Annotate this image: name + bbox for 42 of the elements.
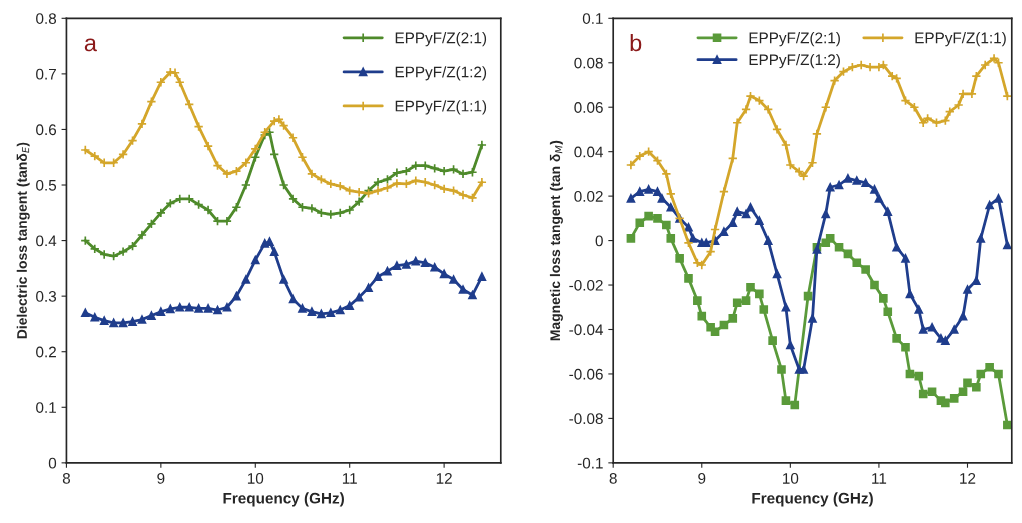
- y-tick-label: 0.5: [36, 179, 57, 191]
- y-tick-label: 0.6: [36, 124, 57, 136]
- legend-label: EPPyF/Z(1:1): [395, 100, 487, 115]
- annotation: b: [630, 33, 642, 52]
- x-tick-label: 11: [872, 473, 887, 484]
- y-tick-label: 0.1: [36, 402, 56, 413]
- legend-label: EPPyF/Z(2:1): [395, 32, 487, 47]
- x-tick-label: 12: [436, 472, 452, 484]
- x-tick-label: 10: [247, 472, 264, 484]
- y-tick-label: 0.04: [574, 146, 604, 158]
- legend-label: EPPyF/Z(2:1): [749, 32, 840, 47]
- y-axis-title: Magnetic loss tangent (tan δ$_{M}$): [549, 140, 563, 341]
- y-tick-label: 0.8: [36, 13, 57, 24]
- y-tick-label: -0.08: [569, 413, 603, 425]
- x-tick-label: 9: [698, 472, 706, 484]
- x-tick-label: 10: [783, 472, 799, 484]
- y-axis-title: Dielectric loss tangent (tanδ$_{E}$): [16, 142, 30, 339]
- y-tick-label: 0.4: [36, 235, 57, 247]
- y-tick-label: 0.2: [36, 346, 56, 358]
- y-tick-label: 0.08: [574, 57, 603, 69]
- y-tick-label: 0.1: [582, 13, 603, 24]
- x-tick-label: 11: [342, 473, 357, 484]
- x-tick-label: 9: [157, 472, 165, 484]
- y-tick-label: 0.3: [36, 291, 57, 302]
- x-tick-label: 12: [960, 472, 976, 484]
- x-axis-title: Frequency (GHz): [752, 492, 873, 507]
- y-tick-label: 0.06: [574, 102, 603, 113]
- y-tick-label: 0.02: [574, 190, 603, 202]
- y-tick-label: -0.1: [577, 457, 603, 469]
- y-tick-label: -0.04: [569, 324, 604, 336]
- legend-label: EPPyF/Z(1:2): [749, 53, 840, 69]
- y-tick-label: -0.06: [569, 368, 603, 380]
- annotation: a: [84, 38, 97, 52]
- x-tick-label: 8: [62, 472, 71, 484]
- x-tick-label: 8: [609, 472, 617, 484]
- legend-label: EPPyF/Z(1:2): [395, 66, 487, 81]
- y-tick-label: -0.02: [569, 279, 603, 291]
- x-axis-title: Frequency (GHz): [223, 492, 344, 507]
- y-tick-label: 0: [48, 457, 57, 469]
- y-tick-label: 0: [595, 235, 603, 247]
- legend-label: EPPyF/Z(1:1): [915, 32, 1006, 47]
- y-tick-label: 0.7: [36, 68, 56, 80]
